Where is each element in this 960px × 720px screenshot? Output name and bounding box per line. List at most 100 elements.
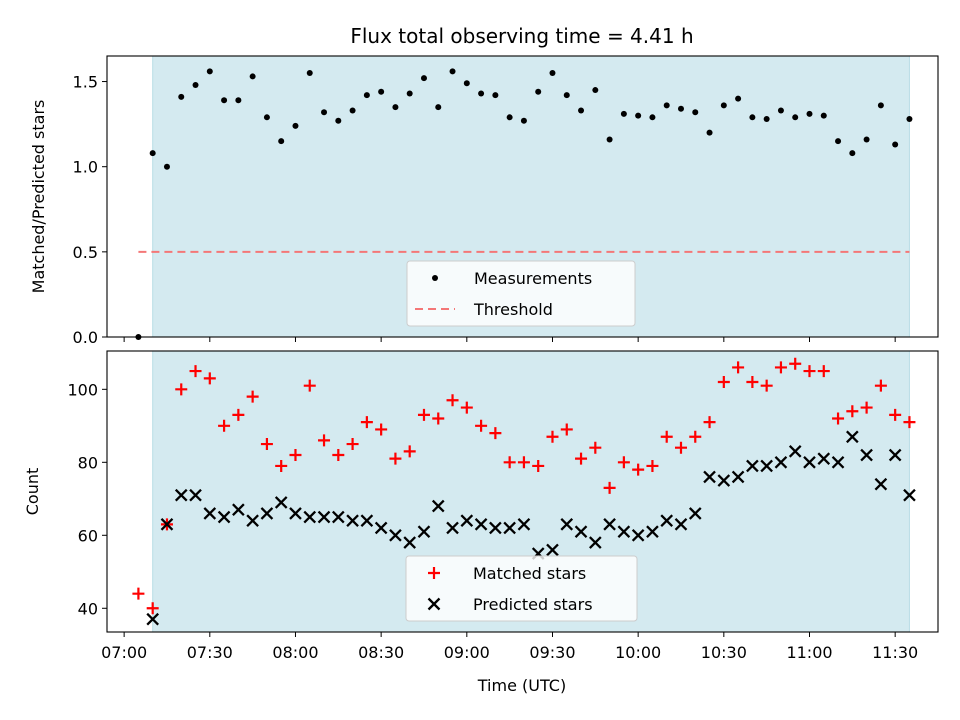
data-point (535, 88, 542, 95)
data-point (760, 459, 773, 473)
data-point (563, 92, 570, 99)
data-point (817, 452, 831, 465)
data-point (174, 488, 188, 502)
data-point (717, 376, 730, 389)
data-point (335, 117, 342, 124)
data-point (746, 459, 759, 473)
data-point (846, 430, 859, 444)
y-axis-label: Matched/Predicted stars (29, 100, 48, 294)
data-point (806, 110, 813, 117)
data-point (831, 455, 845, 469)
data-point (232, 503, 245, 517)
data-point (663, 102, 670, 109)
x-tick-label: 09:00 (444, 643, 490, 662)
data-point (735, 95, 742, 102)
data-point (349, 107, 356, 114)
y-axis-label: Count (23, 468, 42, 516)
data-point (189, 488, 202, 502)
data-point (146, 602, 159, 615)
data-point (631, 528, 645, 542)
data-point (520, 117, 527, 124)
data-point (874, 477, 888, 491)
data-point (432, 412, 445, 425)
data-point (317, 510, 331, 524)
data-point (677, 105, 684, 112)
data-point (617, 456, 630, 469)
data-point (478, 90, 485, 97)
data-point (417, 408, 430, 421)
x-axis-label: Time (UTC) (477, 676, 566, 695)
data-point (235, 97, 242, 104)
data-point (306, 70, 313, 77)
legend-label: Predicted stars (473, 595, 593, 614)
y-tick-label: 40 (78, 599, 98, 618)
data-point (903, 488, 916, 502)
data-point (903, 416, 916, 429)
data-point (178, 93, 185, 100)
y-tick-label: 1.0 (73, 158, 98, 177)
data-point (160, 518, 174, 531)
data-point (720, 102, 727, 109)
data-point (403, 536, 417, 549)
count-panel: 07:00 07:30 08:00 08:30 09:00 09:30 10:00 10:30… (23, 350, 939, 662)
data-point (460, 401, 473, 414)
y-tick-label: 80 (78, 453, 98, 472)
data-point (632, 463, 645, 476)
data-point (692, 109, 699, 116)
data-point (146, 612, 160, 626)
data-point (321, 109, 328, 116)
x-tick-label: 11:30 (872, 643, 918, 662)
data-point (803, 455, 816, 469)
data-point (732, 361, 745, 374)
data-point (832, 412, 845, 425)
data-point (332, 449, 345, 462)
data-point (546, 543, 559, 557)
data-point (489, 521, 502, 535)
data-point (175, 383, 188, 396)
legend-marker (432, 275, 438, 281)
data-point (746, 376, 759, 389)
data-point (863, 136, 870, 143)
y-tick-label: 100 (67, 380, 98, 399)
x-tick-label: 11:00 (786, 643, 832, 662)
data-point (420, 75, 427, 82)
plot-frame (106, 55, 939, 338)
data-point (149, 150, 156, 157)
data-point (877, 102, 884, 109)
data-point (189, 365, 202, 378)
data-point (503, 456, 516, 469)
series-matched-stars (132, 357, 916, 615)
data-point (549, 70, 556, 77)
plot-frame (106, 350, 939, 633)
data-point (635, 112, 642, 119)
x-tick-label: 10:00 (615, 643, 661, 662)
data-point (646, 459, 659, 472)
data-point (475, 419, 488, 432)
data-point (717, 474, 731, 487)
data-point (378, 88, 385, 95)
data-point (660, 514, 674, 528)
data-point (835, 138, 842, 145)
data-point (232, 408, 245, 421)
data-point (575, 452, 588, 465)
data-point (789, 357, 802, 370)
data-point (346, 514, 359, 528)
y-tick-label: 60 (78, 526, 98, 545)
data-point (706, 129, 713, 136)
data-point (403, 445, 416, 458)
data-point (649, 114, 656, 121)
data-point (435, 104, 442, 111)
legend-marker (427, 597, 441, 611)
data-point (360, 514, 374, 528)
x-tick-label: 10:30 (701, 643, 747, 662)
data-point (417, 525, 431, 538)
data-point (289, 507, 302, 520)
data-point (603, 518, 616, 531)
data-point (463, 80, 470, 87)
data-point (774, 455, 788, 469)
x-tick-label: 09:30 (529, 643, 575, 662)
data-point (374, 521, 388, 535)
legend-label: Threshold (473, 300, 553, 319)
data-point (460, 514, 474, 528)
